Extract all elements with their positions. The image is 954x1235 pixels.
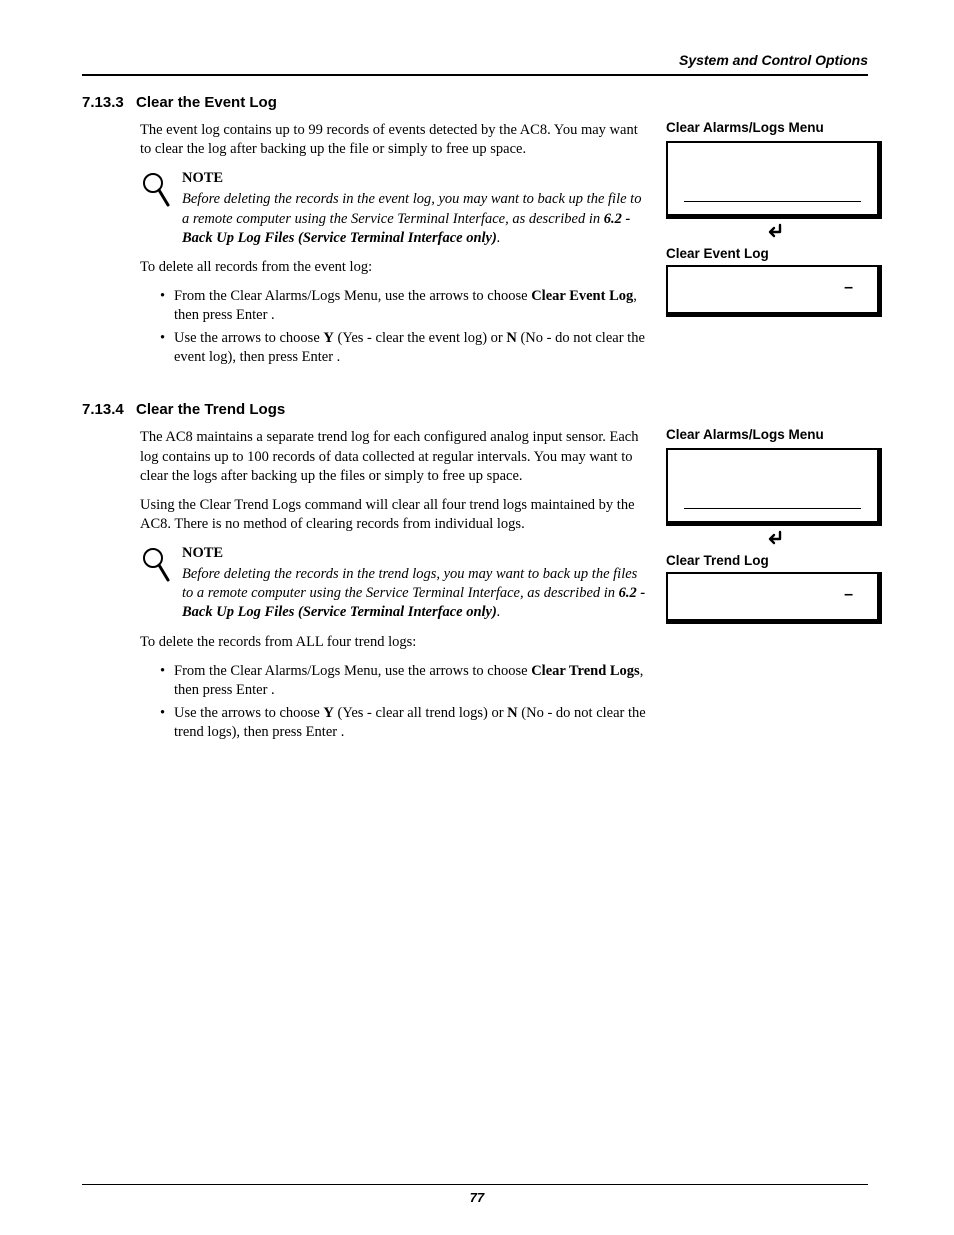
page-number: 77 xyxy=(0,1190,954,1205)
note-block: NOTE Before deleting the records in the … xyxy=(140,169,646,248)
li-text: Use the arrows to choose xyxy=(174,330,323,346)
section-number: 7.13.3 xyxy=(82,94,136,111)
illus-menu-title: Clear Alarms/Logs Menu xyxy=(666,120,882,135)
note-body: Before deleting the records in the trend… xyxy=(182,565,646,622)
lead-sentence: To delete the records from ALL four tren… xyxy=(140,633,646,652)
li-text: From the Clear Alarms/Logs Menu, use the… xyxy=(174,663,531,679)
section-title: Clear the Event Log xyxy=(136,94,277,111)
li-bold: Y xyxy=(323,330,333,346)
bullet-list: From the Clear Alarms/Logs Menu, use the… xyxy=(140,662,646,743)
li-bold: Clear Trend Logs xyxy=(531,663,640,679)
lead-sentence: To delete all records from the event log… xyxy=(140,258,646,277)
menu-box xyxy=(666,141,882,219)
enter-arrow-icon xyxy=(666,223,882,244)
enter-arrow-icon xyxy=(666,530,882,551)
value-box: – xyxy=(666,265,882,317)
list-item: From the Clear Alarms/Logs Menu, use the… xyxy=(160,662,646,700)
value-box: – xyxy=(666,572,882,624)
footer-rule xyxy=(82,1184,868,1185)
magnifier-icon xyxy=(140,169,182,248)
note-block: NOTE Before deleting the records in the … xyxy=(140,544,646,623)
running-header: System and Control Options xyxy=(82,52,868,74)
section-heading: 7.13.4Clear the Trend Logs xyxy=(82,401,868,418)
illustration-event-log: Clear Alarms/Logs Menu Clear Event Log – xyxy=(666,120,882,317)
section-clear-trend-logs: 7.13.4Clear the Trend Logs The AC8 maint… xyxy=(82,401,868,742)
paragraph: Using the Clear Trend Logs command will … xyxy=(140,496,646,534)
list-item: From the Clear Alarms/Logs Menu, use the… xyxy=(160,287,646,325)
value-dash: – xyxy=(844,279,853,297)
menu-box xyxy=(666,448,882,526)
illustration-trend-log: Clear Alarms/Logs Menu Clear Trend Log – xyxy=(666,427,882,624)
note-label: NOTE xyxy=(182,544,646,563)
illus-menu-title: Clear Alarms/Logs Menu xyxy=(666,427,882,442)
magnifier-icon xyxy=(140,544,182,623)
intro-paragraph: The event log contains up to 99 records … xyxy=(140,121,646,159)
section-title: Clear the Trend Logs xyxy=(136,401,285,418)
illus-sub-title: Clear Event Log xyxy=(666,246,882,261)
list-item: Use the arrows to choose Y (Yes - clear … xyxy=(160,329,646,367)
section-heading: 7.13.3Clear the Event Log xyxy=(82,94,868,111)
bullet-list: From the Clear Alarms/Logs Menu, use the… xyxy=(140,287,646,368)
li-text: Use the arrows to choose xyxy=(174,705,323,721)
intro-paragraph: The AC8 maintains a separate trend log f… xyxy=(140,428,646,485)
li-bold: N xyxy=(506,330,516,346)
page: System and Control Options 7.13.3Clear t… xyxy=(0,0,954,1235)
menu-inner-line xyxy=(684,508,861,509)
li-text: (Yes - clear all trend logs) or xyxy=(334,705,507,721)
value-dash: – xyxy=(844,586,853,604)
section-body: The event log contains up to 99 records … xyxy=(140,121,646,367)
header-rule xyxy=(82,74,868,76)
note-text-post: . xyxy=(497,604,501,620)
list-item: Use the arrows to choose Y (Yes - clear … xyxy=(160,704,646,742)
note-text-pre: Before deleting the records in the event… xyxy=(182,191,641,226)
li-text: (Yes - clear the event log) or xyxy=(334,330,506,346)
li-text: From the Clear Alarms/Logs Menu, use the… xyxy=(174,288,531,304)
note-text-post: . xyxy=(497,230,501,246)
menu-inner-line xyxy=(684,201,861,202)
note-text-pre: Before deleting the records in the trend… xyxy=(182,566,637,601)
illus-sub-title: Clear Trend Log xyxy=(666,553,882,568)
section-number: 7.13.4 xyxy=(82,401,136,418)
li-bold: Y xyxy=(323,705,333,721)
li-bold: N xyxy=(507,705,517,721)
note-label: NOTE xyxy=(182,169,646,188)
note-body: Before deleting the records in the event… xyxy=(182,190,646,247)
section-clear-event-log: 7.13.3Clear the Event Log The event log … xyxy=(82,94,868,367)
li-bold: Clear Event Log xyxy=(531,288,633,304)
section-body: The AC8 maintains a separate trend log f… xyxy=(140,428,646,742)
